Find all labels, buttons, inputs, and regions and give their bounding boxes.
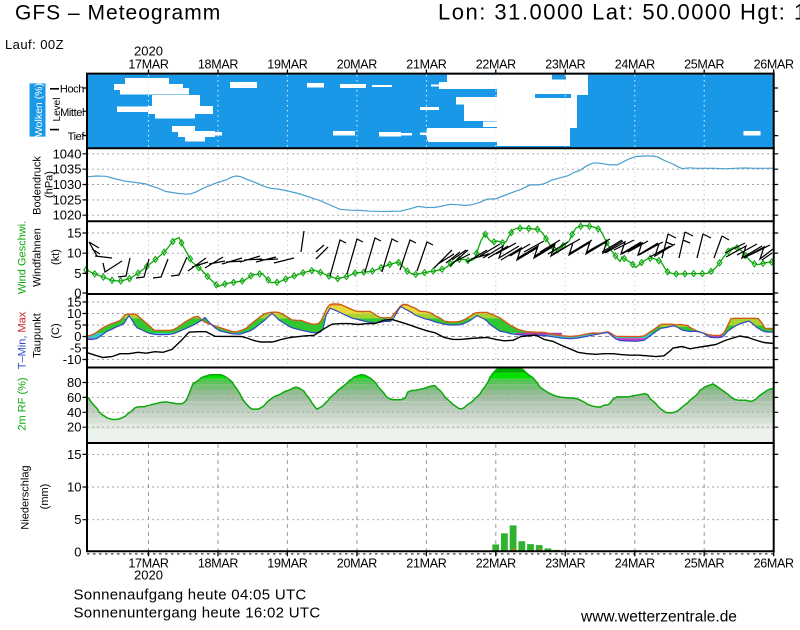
svg-text:21MAR: 21MAR [406,557,446,571]
svg-text:19MAR: 19MAR [267,557,307,571]
svg-text:Lauf: 00Z: Lauf: 00Z [5,37,64,52]
svg-text:26MAR: 26MAR [754,58,794,72]
svg-text:(C): (C) [50,323,62,338]
svg-text:(mm): (mm) [39,484,51,510]
svg-text:22MAR: 22MAR [476,557,516,571]
svg-text:19MAR: 19MAR [267,58,307,72]
svg-text:0: 0 [74,286,81,301]
svg-text:0: 0 [74,329,81,344]
svg-text:(hPa): (hPa) [44,171,56,198]
svg-text:-5: -5 [70,341,82,356]
svg-text:Sonnenuntergang heute 16:02 UT: Sonnenuntergang heute 16:02 UTC [74,605,321,622]
svg-text:20MAR: 20MAR [337,58,377,72]
svg-text:17MAR: 17MAR [128,58,168,72]
svg-text:1025: 1025 [53,192,82,207]
svg-text:21MAR: 21MAR [406,58,446,72]
svg-text:20: 20 [67,420,81,435]
svg-text:Tief: Tief [68,131,86,143]
svg-text:Wind Geschwi.: Wind Geschwi. [17,221,29,294]
svg-text:60: 60 [67,390,81,405]
svg-text:10: 10 [67,480,81,495]
svg-text:Lon: 31.0000 Lat: 50.0000 Hgt:: Lon: 31.0000 Lat: 50.0000 Hgt: 168 [438,0,800,25]
svg-text:15: 15 [67,447,81,462]
svg-text:2020: 2020 [134,568,163,583]
svg-text:23MAR: 23MAR [545,58,585,72]
svg-text:17MAR: 17MAR [128,557,168,571]
svg-text:18MAR: 18MAR [198,58,238,72]
svg-text:Bodendruck: Bodendruck [32,156,44,215]
svg-text:Sonnenaufgang heute 04:05 UTC: Sonnenaufgang heute 04:05 UTC [74,587,307,604]
svg-text:T–Min, Max: T–Min, Max [17,311,29,369]
svg-text:25MAR: 25MAR [684,557,724,571]
svg-text:2020: 2020 [134,44,163,59]
svg-text:Level: Level [52,98,63,122]
svg-text:2m RF (%): 2m RF (%) [17,377,29,430]
svg-text:Niederschlag: Niederschlag [20,465,32,529]
svg-text:GFS – Meteogramm: GFS – Meteogramm [15,2,221,25]
svg-text:24MAR: 24MAR [615,557,655,571]
svg-text:80: 80 [67,375,81,390]
svg-text:22MAR: 22MAR [476,58,516,72]
svg-text:23MAR: 23MAR [545,557,585,571]
svg-text:1040: 1040 [53,146,82,161]
svg-text:10: 10 [67,306,81,321]
svg-text:Windfahnen: Windfahnen [32,228,44,287]
svg-text:1020: 1020 [53,208,82,223]
svg-text:Wolken (%): Wolken (%) [33,83,45,137]
svg-text:24MAR: 24MAR [615,58,655,72]
svg-text:15: 15 [67,226,81,241]
svg-text:20MAR: 20MAR [337,557,377,571]
svg-text:26MAR: 26MAR [754,557,794,571]
svg-text:18MAR: 18MAR [198,557,238,571]
svg-text:www.wetterzentrale.de: www.wetterzentrale.de [580,609,737,626]
svg-text:5: 5 [74,512,81,527]
svg-text:-10: -10 [63,352,82,367]
svg-text:(kt): (kt) [50,249,62,265]
svg-text:25MAR: 25MAR [684,58,724,72]
svg-text:Taupunkt: Taupunkt [32,313,44,358]
svg-text:10: 10 [67,246,81,261]
svg-text:1035: 1035 [53,162,82,177]
svg-text:1030: 1030 [53,177,82,192]
svg-text:5: 5 [74,266,81,281]
svg-text:Hoch: Hoch [60,84,84,96]
svg-text:Mittel: Mittel [60,107,84,119]
svg-text:0: 0 [74,545,81,560]
svg-text:40: 40 [67,405,81,420]
svg-text:15: 15 [67,295,81,310]
svg-text:5: 5 [74,318,81,333]
